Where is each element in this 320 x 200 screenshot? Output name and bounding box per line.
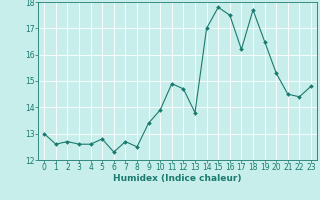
X-axis label: Humidex (Indice chaleur): Humidex (Indice chaleur) — [113, 174, 242, 183]
